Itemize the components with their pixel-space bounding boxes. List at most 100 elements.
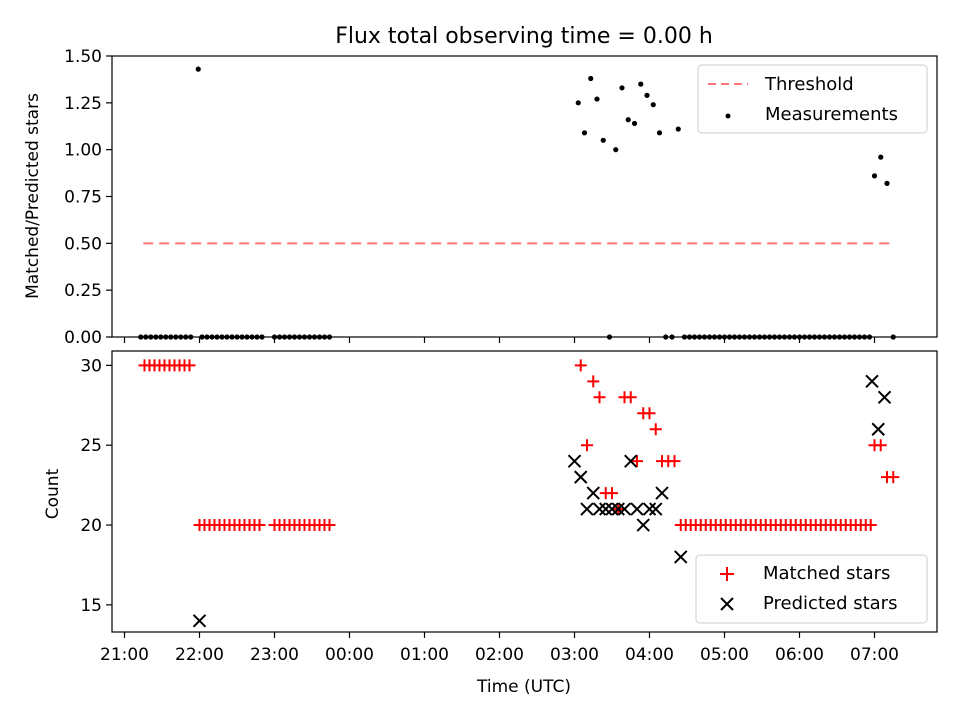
bottom-axes-frame — [111, 350, 938, 633]
x-tick-label: 05:00 — [700, 645, 749, 665]
bottom-legend: Matched stars Predicted stars — [695, 554, 928, 624]
bottom-y-tick-label: 30 — [80, 356, 102, 376]
measurement-point — [878, 154, 884, 160]
matched-star-marker — [593, 391, 606, 404]
predicted-star-marker — [611, 502, 625, 516]
top-panel: Flux total observing time = 0.00 h 0.000… — [23, 24, 938, 348]
predicted-star-marker — [649, 502, 663, 516]
measurement-point — [195, 66, 201, 72]
measurement-point — [650, 102, 656, 108]
predicted-star-marker — [636, 518, 650, 532]
predicted-star-marker — [605, 502, 619, 516]
predicted-star-marker — [617, 502, 632, 516]
x-tick-label: 22:00 — [175, 645, 224, 665]
measurement-point — [594, 96, 600, 102]
matched-stars-points — [138, 359, 900, 532]
measurement-point — [638, 81, 644, 87]
bottom-y-ticks: 15 20 25 30 — [80, 356, 112, 616]
top-y-ticks: 0.00 0.25 0.50 0.75 1.00 1.25 1.50 — [64, 47, 112, 348]
x-tick-label: 01:00 — [400, 645, 449, 665]
matched-star-marker — [874, 439, 887, 452]
measurement-point — [581, 130, 588, 136]
matched-star-marker — [253, 519, 266, 532]
legend-predicted-swatch — [720, 597, 734, 611]
measurement-point — [644, 92, 650, 98]
measurement-point — [619, 85, 625, 91]
measurement-point — [600, 137, 606, 143]
top-legend-box — [697, 64, 928, 134]
top-y-tick-label: 1.00 — [64, 141, 102, 161]
predicted-star-marker — [592, 502, 607, 516]
bottom-x-ticks: 21:00 22:00 23:00 00:00 01:00 02:00 03:00 04:00… — [100, 632, 899, 665]
top-y-tick-label: 0.75 — [64, 188, 102, 208]
matched-star-marker — [574, 359, 587, 372]
measurement-point — [613, 147, 619, 153]
matched-star-marker — [887, 471, 900, 484]
x-tick-label: 04:00 — [625, 645, 674, 665]
matched-star-marker — [606, 487, 618, 500]
predicted-star-marker — [865, 374, 879, 389]
measurement-point — [656, 130, 663, 136]
matched-star-marker — [587, 375, 600, 388]
bottom-legend-box — [695, 554, 928, 624]
top-y-tick-label: 0.50 — [64, 234, 102, 254]
measurement-point — [625, 117, 631, 123]
predicted-star-marker — [877, 390, 892, 405]
x-tick-label: 02:00 — [475, 645, 524, 665]
predicted-star-marker — [574, 470, 588, 484]
x-tick-label: 23:00 — [250, 645, 299, 665]
legend-measurements-swatch — [725, 113, 731, 119]
measurement-point — [871, 173, 878, 179]
top-axes-frame — [111, 55, 938, 338]
x-tick-label: 07:00 — [850, 645, 899, 665]
top-y-tick-label: 0.00 — [64, 328, 102, 348]
x-axis-label: Time (UTC) — [476, 677, 571, 697]
legend-measurements-label: Measurements — [765, 104, 898, 125]
legend-predicted-label: Predicted stars — [763, 593, 897, 614]
top-y-tick-label: 1.25 — [64, 94, 102, 114]
matched-star-marker — [183, 359, 196, 372]
bottom-y-tick-label: 15 — [80, 596, 102, 616]
legend-threshold-label: Threshold — [764, 74, 854, 95]
matched-star-marker — [649, 423, 662, 436]
matched-star-marker — [864, 519, 877, 532]
predicted-star-marker — [624, 454, 638, 468]
predicted-star-marker — [655, 486, 669, 500]
predicted-star-marker — [599, 502, 613, 516]
matched-star-marker — [631, 455, 643, 468]
measurement-point — [575, 100, 581, 106]
measurement-point — [631, 120, 638, 127]
predicted-star-marker — [586, 486, 600, 500]
matched-star-marker — [624, 391, 637, 404]
legend-matched-label: Matched stars — [763, 563, 890, 584]
top-y-tick-label: 0.25 — [64, 281, 102, 301]
matched-star-marker — [643, 407, 656, 420]
predicted-star-marker — [674, 550, 688, 564]
bottom-y-tick-label: 25 — [80, 436, 102, 456]
matched-star-marker — [581, 439, 593, 452]
predicted-star-marker — [630, 502, 644, 516]
top-y-axis-label: Matched/Predicted stars — [23, 93, 43, 299]
bottom-panel: 15 20 25 30 21:00 22:00 23:00 00:00 01:00 02:00 0… — [43, 350, 938, 697]
top-legend: Threshold Measurements — [697, 64, 928, 134]
measurement-point — [884, 180, 890, 186]
predicted-star-marker — [871, 422, 885, 436]
x-tick-label: 21:00 — [100, 645, 149, 665]
top-y-tick-label: 1.50 — [64, 47, 102, 67]
top-title: Flux total observing time = 0.00 h — [335, 24, 713, 49]
measurement-point — [588, 75, 594, 82]
measurement-point — [675, 126, 681, 132]
bottom-y-axis-label: Count — [43, 468, 63, 519]
legend-matched-swatch — [720, 567, 734, 581]
predicted-star-marker — [642, 502, 657, 516]
matched-star-marker — [668, 455, 681, 468]
matched-star-marker — [323, 519, 336, 532]
predicted-stars-points — [192, 374, 892, 628]
predicted-star-marker — [580, 502, 594, 516]
bottom-y-tick-label: 20 — [80, 516, 102, 536]
x-tick-label: 06:00 — [775, 645, 824, 665]
predicted-star-marker — [567, 454, 582, 468]
predicted-star-marker — [192, 614, 207, 628]
x-tick-label: 03:00 — [550, 645, 599, 665]
